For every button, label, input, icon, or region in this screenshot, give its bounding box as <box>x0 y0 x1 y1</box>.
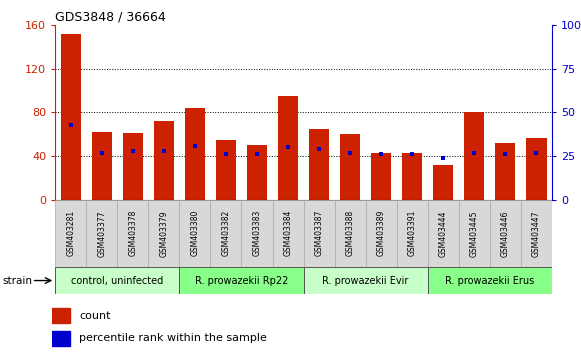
Bar <box>309 129 329 200</box>
Bar <box>521 200 552 267</box>
Bar <box>490 200 521 267</box>
Text: GSM403445: GSM403445 <box>470 210 479 257</box>
Bar <box>371 153 391 200</box>
Text: GSM403447: GSM403447 <box>532 210 541 257</box>
Text: GSM403389: GSM403389 <box>376 210 386 257</box>
Text: R. prowazekii Evir: R. prowazekii Evir <box>322 275 409 286</box>
Bar <box>185 108 205 200</box>
Bar <box>278 96 298 200</box>
Bar <box>154 121 174 200</box>
Text: GSM403379: GSM403379 <box>159 210 168 257</box>
Bar <box>335 200 365 267</box>
Bar <box>433 165 453 200</box>
Text: GDS3848 / 36664: GDS3848 / 36664 <box>55 11 166 24</box>
Text: GSM403384: GSM403384 <box>284 210 293 257</box>
Text: percentile rank within the sample: percentile rank within the sample <box>80 333 267 343</box>
Bar <box>428 200 459 267</box>
Bar <box>148 200 180 267</box>
Text: GSM403380: GSM403380 <box>191 210 199 257</box>
Bar <box>210 200 242 267</box>
Bar <box>52 331 70 346</box>
Bar <box>123 133 143 200</box>
Bar <box>216 140 236 200</box>
Bar <box>428 267 552 294</box>
Text: GSM403377: GSM403377 <box>97 210 106 257</box>
Text: strain: strain <box>3 276 33 286</box>
Text: GSM403382: GSM403382 <box>221 210 231 256</box>
Bar <box>526 138 547 200</box>
Bar <box>86 200 117 267</box>
Bar <box>55 200 86 267</box>
Text: GSM403446: GSM403446 <box>501 210 510 257</box>
Bar <box>247 145 267 200</box>
Bar <box>52 308 70 323</box>
Text: GSM403281: GSM403281 <box>66 210 75 256</box>
Text: R. prowazekii Erus: R. prowazekii Erus <box>445 275 535 286</box>
Bar <box>60 34 81 200</box>
Bar <box>242 200 272 267</box>
Bar <box>303 267 428 294</box>
Text: GSM403388: GSM403388 <box>346 210 354 256</box>
Bar <box>397 200 428 267</box>
Bar <box>459 200 490 267</box>
Text: GSM403383: GSM403383 <box>253 210 261 257</box>
Bar <box>117 200 148 267</box>
Bar <box>365 200 397 267</box>
Bar <box>303 200 335 267</box>
Bar <box>464 113 485 200</box>
Bar <box>340 134 360 200</box>
Bar <box>495 143 515 200</box>
Text: GSM403387: GSM403387 <box>314 210 324 257</box>
Text: GSM403444: GSM403444 <box>439 210 448 257</box>
Text: GSM403391: GSM403391 <box>408 210 417 257</box>
Bar <box>92 132 112 200</box>
Text: control, uninfected: control, uninfected <box>71 275 163 286</box>
Bar <box>402 153 422 200</box>
Text: R. prowazekii Rp22: R. prowazekii Rp22 <box>195 275 288 286</box>
Bar <box>180 267 303 294</box>
Text: GSM403378: GSM403378 <box>128 210 137 257</box>
Text: count: count <box>80 311 111 321</box>
Bar <box>180 200 210 267</box>
Bar <box>272 200 303 267</box>
Bar <box>55 267 180 294</box>
